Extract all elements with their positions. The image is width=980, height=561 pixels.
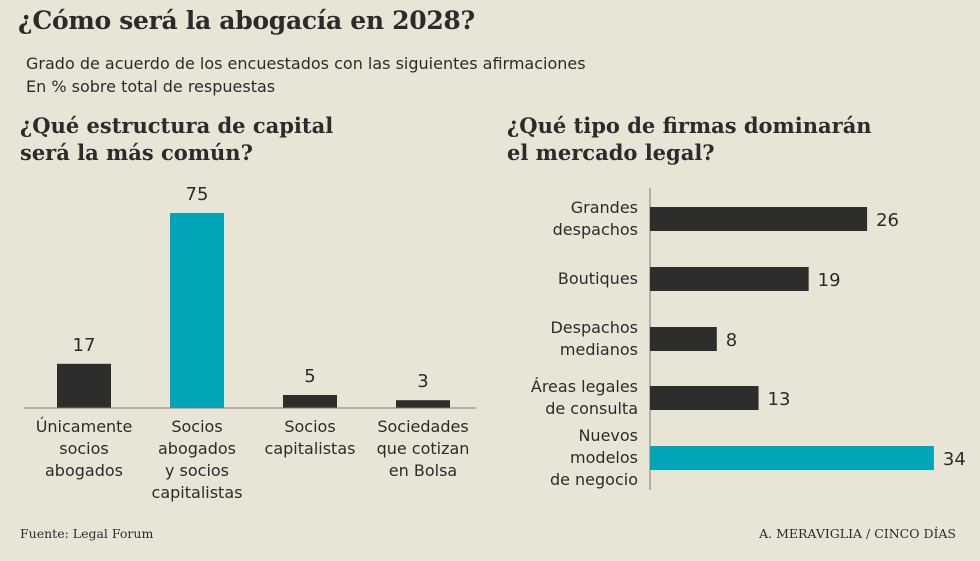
hbar-4	[650, 446, 934, 470]
hbar-3	[650, 386, 759, 410]
category-label-3-0: Sociedades	[377, 417, 468, 436]
hvalue-label-0: 26	[876, 210, 899, 231]
left-chart-title-line-1: ¿Qué estructura de capital	[20, 113, 334, 138]
hcategory-label-3-1: de consulta	[545, 399, 638, 418]
category-label-2-1: capitalistas	[265, 439, 356, 458]
capital-structure-bar-chart: 17 Únicamente socios abogados 75 Socios abogad…	[24, 184, 476, 502]
category-label-2-0: Socios	[284, 417, 335, 436]
bar-3	[396, 400, 450, 408]
right-chart-title: ¿Qué tipo de firmas dominarán el mercado…	[507, 112, 872, 166]
category-label-3-1: que cotizan	[377, 439, 470, 458]
hvalue-label-1: 19	[818, 270, 841, 291]
source-note: Fuente: Legal Forum	[20, 526, 154, 541]
hcategory-label-0-1: despachos	[553, 220, 638, 239]
hbar-0	[650, 207, 868, 231]
hcategory-label-1-0: Boutiques	[558, 269, 638, 288]
right-chart-title-line-1: ¿Qué tipo de firmas dominarán	[507, 113, 872, 138]
left-chart-title-line-2: será la más común?	[20, 140, 253, 165]
right-chart-title-line-2: el mercado legal?	[507, 140, 715, 165]
hcategory-label-4-2: de negocio	[550, 470, 638, 489]
bar-0	[57, 363, 111, 408]
bar-2	[283, 395, 337, 408]
category-label-0-2: abogados	[45, 461, 123, 480]
hvalue-label-3: 13	[768, 389, 791, 410]
subtitle-line-1: Grado de acuerdo de los encuestados con …	[26, 54, 586, 73]
hvalue-label-2: 8	[726, 330, 737, 351]
hcategory-label-4-1: modelos	[570, 448, 638, 467]
value-label-0: 17	[73, 335, 96, 356]
value-label-3: 3	[417, 371, 428, 392]
category-label-0-0: Únicamente	[36, 417, 133, 436]
hcategory-label-2-0: Despachos	[550, 318, 638, 337]
category-label-1-2: y socios	[165, 461, 229, 480]
subtitle-line-2: En % sobre total de respuestas	[26, 77, 276, 96]
hbar-1	[650, 267, 809, 291]
hvalue-label-4: 34	[943, 449, 966, 470]
hcategory-label-0-0: Grandes	[571, 198, 638, 217]
category-label-0-1: socios	[59, 439, 109, 458]
hcategory-label-3-0: Áreas legales	[531, 377, 638, 396]
category-label-1-1: abogados	[158, 439, 236, 458]
hcategory-label-4-0: Nuevos	[578, 426, 638, 445]
category-label-1-3: capitalistas	[152, 483, 243, 502]
value-label-1: 75	[186, 184, 209, 205]
firm-type-bar-chart: 26 Grandes despachos 19 Boutiques 8 Despachos m…	[531, 188, 966, 490]
category-label-3-2: en Bolsa	[389, 461, 457, 480]
bar-1	[170, 213, 224, 408]
hbar-2	[650, 327, 717, 351]
hcategory-label-2-1: medianos	[560, 340, 638, 359]
left-chart-title: ¿Qué estructura de capital será la más c…	[20, 112, 333, 166]
credit-note: A. MERAVIGLIA / CINCO DÍAS	[759, 526, 956, 541]
value-label-2: 5	[304, 366, 315, 387]
category-label-1-0: Socios	[171, 417, 222, 436]
chart-subtitle: Grado de acuerdo de los encuestados con …	[26, 52, 586, 98]
chart-title: ¿Cómo será la abogacía en 2028?	[18, 6, 475, 35]
